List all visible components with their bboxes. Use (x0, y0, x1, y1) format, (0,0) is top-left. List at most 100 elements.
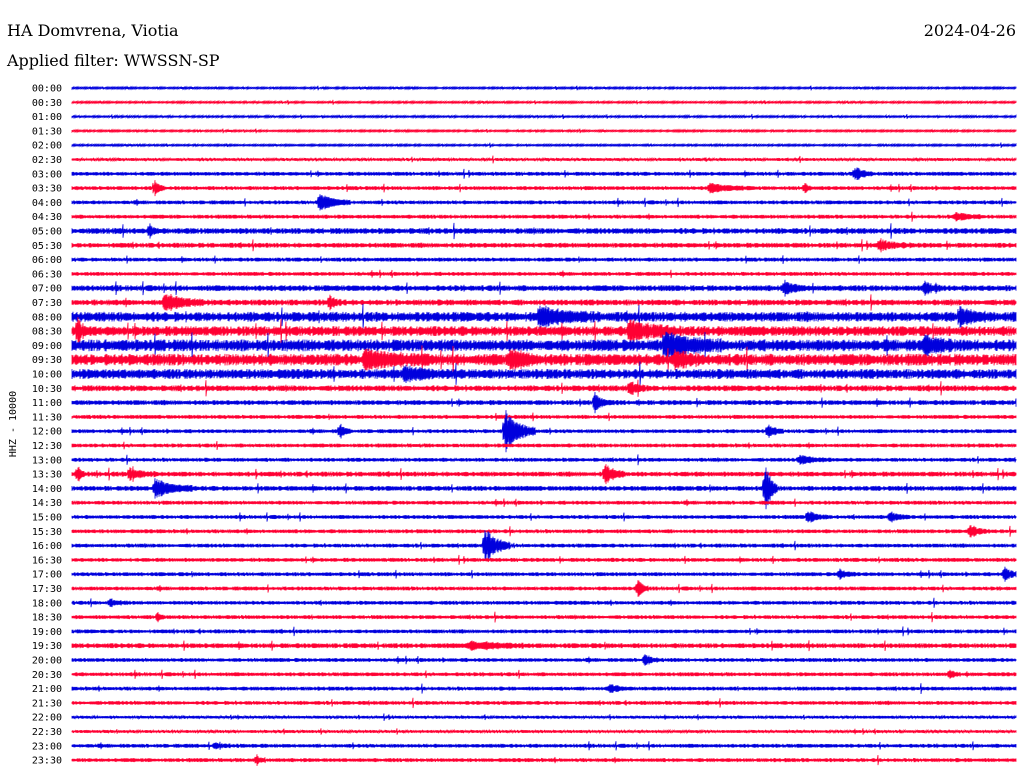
trace-line (71, 345, 1017, 375)
time-tick-label: 17:00 (32, 570, 62, 581)
time-tick-label: 09:00 (32, 341, 62, 352)
date-label: 2024-04-26 (923, 21, 1016, 40)
y-axis-label: HHZ - 10000 (8, 391, 19, 457)
trace-line (71, 128, 1017, 134)
trace-line (71, 279, 1017, 297)
time-tick-label: 23:00 (32, 741, 62, 752)
trace-line (71, 467, 1017, 510)
trace-line (71, 222, 1017, 240)
time-tick-label: 18:30 (32, 613, 62, 624)
trace-line (71, 293, 1017, 312)
trace-line (71, 167, 1017, 181)
time-tick-label: 23:30 (32, 756, 62, 767)
trace-line (71, 754, 1017, 766)
filter-label: Applied filter: WWSSN-SP (7, 51, 220, 70)
trace-line (71, 142, 1017, 149)
time-tick-label: 00:00 (32, 84, 62, 95)
time-tick-label: 09:30 (32, 355, 62, 366)
time-tick-label: 20:00 (32, 656, 62, 667)
time-tick-label: 01:00 (32, 112, 62, 123)
time-tick-label: 02:30 (32, 155, 62, 166)
time-tick-label: 19:30 (32, 641, 62, 652)
trace-line (71, 391, 1017, 414)
time-tick-label: 15:00 (32, 513, 62, 524)
time-tick-label: 12:00 (32, 427, 62, 438)
time-tick-label: 15:30 (32, 527, 62, 538)
trace-line (71, 379, 1017, 397)
trace-line (71, 728, 1017, 735)
trace-line (71, 640, 1017, 652)
time-tick-label: 11:00 (32, 398, 62, 409)
trace-line (71, 464, 1017, 485)
trace-line (71, 511, 1017, 523)
time-tick-label: 16:00 (32, 541, 62, 552)
trace-line (71, 741, 1017, 751)
trace-line (71, 331, 1017, 360)
trace-rows: 00:00 00:30 01:00 01:30 02:00 02:30 03:00 03:30… (32, 84, 1017, 767)
time-tick-label: 22:00 (32, 713, 62, 724)
trace-line (71, 85, 1017, 91)
trace-line (71, 180, 1017, 197)
trace-line (71, 361, 1017, 387)
time-tick-label: 04:30 (32, 212, 62, 223)
time-tick-label: 13:00 (32, 455, 62, 466)
time-tick-label: 20:30 (32, 670, 62, 681)
trace-line (71, 412, 1017, 422)
time-tick-label: 10:00 (32, 370, 62, 381)
trace-line (71, 580, 1017, 597)
time-tick-label: 02:00 (32, 141, 62, 152)
trace-line (71, 410, 1017, 453)
trace-line (71, 155, 1017, 164)
time-tick-label: 21:30 (32, 698, 62, 709)
trace-line (71, 269, 1017, 279)
time-tick-label: 04:00 (32, 198, 62, 209)
trace-line (71, 113, 1017, 120)
time-tick-label: 08:00 (32, 312, 62, 323)
time-tick-label: 17:30 (32, 584, 62, 595)
time-tick-label: 03:30 (32, 184, 62, 195)
time-tick-label: 08:30 (32, 327, 62, 338)
time-tick-label: 21:00 (32, 684, 62, 695)
trace-line (71, 211, 1017, 222)
trace-line (71, 99, 1017, 105)
time-tick-label: 12:30 (32, 441, 62, 452)
trace-line (71, 713, 1017, 721)
trace-line (71, 554, 1017, 565)
trace-line (71, 626, 1017, 637)
time-tick-label: 06:00 (32, 255, 62, 266)
trace-line (71, 530, 1017, 561)
time-tick-label: 01:30 (32, 126, 62, 137)
trace-line (71, 194, 1017, 211)
time-tick-label: 10:30 (32, 384, 62, 395)
time-tick-label: 19:00 (32, 627, 62, 638)
time-tick-label: 05:00 (32, 227, 62, 238)
trace-line (71, 454, 1017, 466)
trace-line (71, 654, 1017, 666)
trace-line (71, 525, 1017, 538)
time-tick-label: 06:30 (32, 269, 62, 280)
time-tick-label: 03:00 (32, 169, 62, 180)
time-tick-label: 16:30 (32, 555, 62, 566)
time-tick-label: 14:30 (32, 498, 62, 509)
trace-line (71, 441, 1017, 450)
trace-line (71, 669, 1017, 679)
time-tick-label: 22:30 (32, 727, 62, 738)
trace-line (71, 597, 1017, 608)
trace-line (71, 697, 1017, 709)
trace-line (71, 255, 1017, 264)
time-tick-label: 00:30 (32, 98, 62, 109)
trace-line (71, 611, 1017, 623)
trace-line (71, 683, 1017, 695)
trace-line (71, 303, 1017, 330)
time-tick-label: 07:30 (32, 298, 62, 309)
trace-line (71, 238, 1017, 253)
time-tick-label: 07:00 (32, 284, 62, 295)
trace-line (71, 498, 1017, 507)
station-title: HA Domvrena, Viotia (7, 21, 179, 40)
time-tick-label: 13:30 (32, 470, 62, 481)
time-tick-label: 05:30 (32, 241, 62, 252)
time-tick-label: 14:00 (32, 484, 62, 495)
time-tick-label: 11:30 (32, 412, 62, 423)
time-tick-label: 18:00 (32, 598, 62, 609)
